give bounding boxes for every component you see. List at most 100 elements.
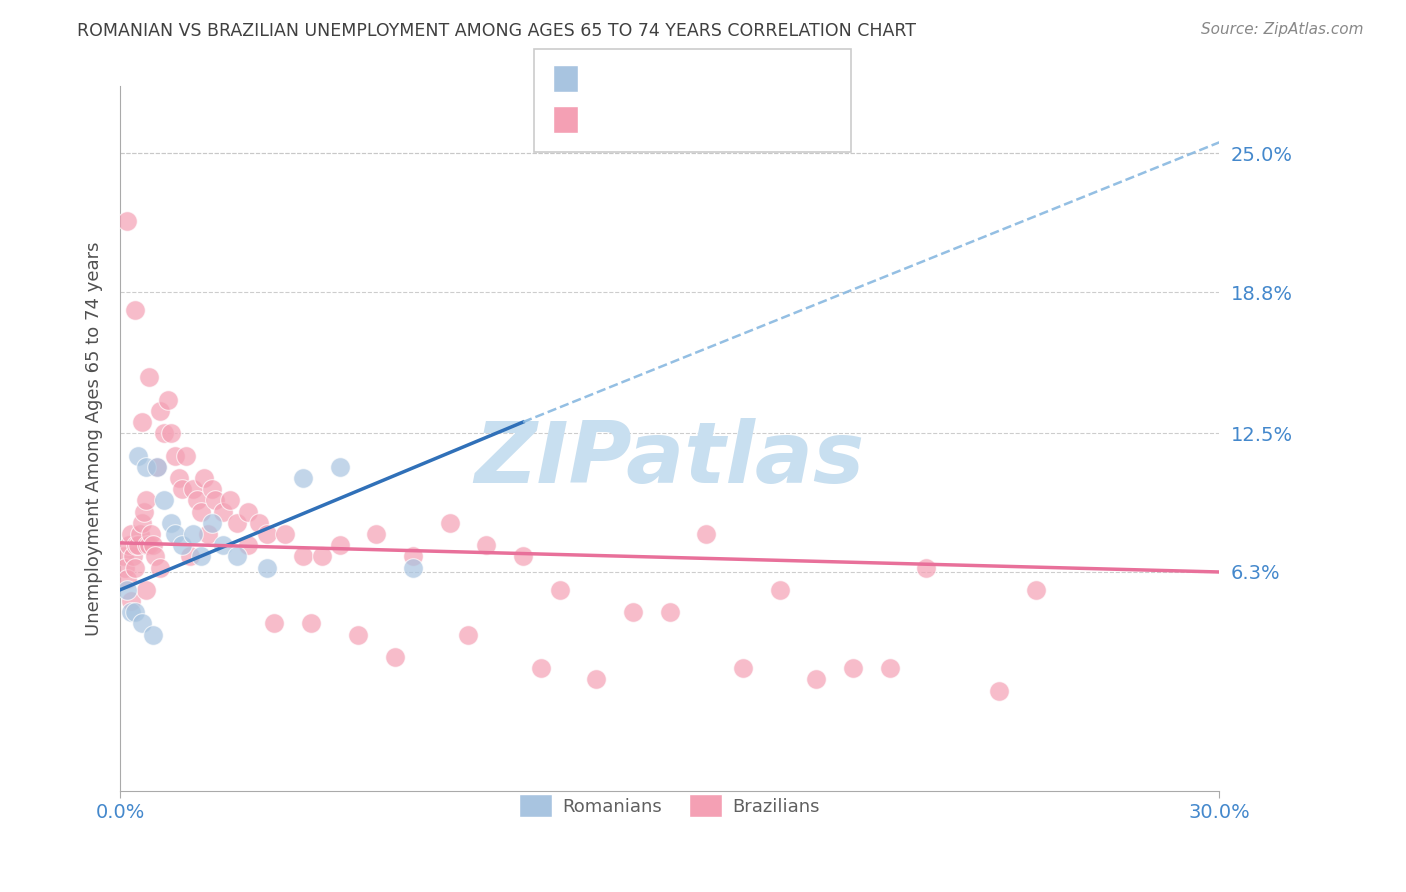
Point bbox=[127, 449, 149, 463]
Point bbox=[299, 616, 322, 631]
Text: ZIPatlas: ZIPatlas bbox=[475, 418, 865, 501]
Text: Source: ZipAtlas.com: Source: ZipAtlas.com bbox=[1201, 22, 1364, 37]
Point bbox=[117, 213, 139, 227]
Point bbox=[124, 303, 146, 318]
Point bbox=[167, 471, 190, 485]
Point bbox=[160, 426, 183, 441]
Point bbox=[915, 560, 938, 574]
Y-axis label: Unemployment Among Ages 65 to 74 years: Unemployment Among Ages 65 to 74 years bbox=[86, 242, 103, 636]
Point bbox=[204, 493, 226, 508]
Point bbox=[124, 605, 146, 619]
Point bbox=[842, 661, 865, 675]
Point bbox=[179, 549, 201, 564]
Point bbox=[186, 493, 208, 508]
Point bbox=[120, 594, 142, 608]
Point bbox=[149, 560, 172, 574]
Point bbox=[256, 527, 278, 541]
Point bbox=[132, 504, 155, 518]
Point bbox=[988, 683, 1011, 698]
Point bbox=[136, 538, 159, 552]
Point bbox=[114, 560, 136, 574]
Point bbox=[238, 538, 260, 552]
Point bbox=[585, 673, 607, 687]
Point bbox=[658, 605, 681, 619]
Point bbox=[263, 616, 285, 631]
Point bbox=[768, 582, 790, 597]
Point bbox=[402, 560, 425, 574]
Point bbox=[366, 527, 388, 541]
Point bbox=[806, 673, 828, 687]
Point bbox=[138, 370, 160, 384]
Point bbox=[347, 627, 370, 641]
Point bbox=[530, 661, 553, 675]
Point bbox=[125, 538, 148, 552]
Point bbox=[200, 482, 222, 496]
Point bbox=[163, 527, 186, 541]
Point bbox=[274, 527, 297, 541]
Point bbox=[219, 493, 242, 508]
Point bbox=[112, 549, 135, 564]
Legend: Romanians, Brazilians: Romanians, Brazilians bbox=[512, 787, 827, 824]
Point bbox=[131, 616, 153, 631]
Point bbox=[292, 549, 315, 564]
Point bbox=[121, 549, 143, 564]
Point bbox=[172, 482, 194, 496]
Point bbox=[200, 516, 222, 530]
Point bbox=[190, 549, 212, 564]
Point bbox=[512, 549, 534, 564]
Point bbox=[135, 582, 157, 597]
Point bbox=[135, 493, 157, 508]
Point bbox=[174, 449, 197, 463]
Point bbox=[190, 504, 212, 518]
Point bbox=[131, 516, 153, 530]
Point bbox=[879, 661, 901, 675]
Point bbox=[153, 426, 176, 441]
Point bbox=[139, 527, 162, 541]
Point bbox=[247, 516, 270, 530]
Point bbox=[160, 516, 183, 530]
Point bbox=[135, 459, 157, 474]
Text: ROMANIAN VS BRAZILIAN UNEMPLOYMENT AMONG AGES 65 TO 74 YEARS CORRELATION CHART: ROMANIAN VS BRAZILIAN UNEMPLOYMENT AMONG… bbox=[77, 22, 917, 40]
Point bbox=[142, 627, 165, 641]
Point bbox=[131, 415, 153, 429]
Point bbox=[226, 516, 249, 530]
Point bbox=[402, 549, 425, 564]
Point bbox=[143, 549, 166, 564]
Point bbox=[124, 560, 146, 574]
Point bbox=[311, 549, 333, 564]
Point bbox=[181, 482, 204, 496]
Point bbox=[120, 605, 142, 619]
Point bbox=[153, 493, 176, 508]
Point bbox=[329, 538, 352, 552]
Point bbox=[292, 471, 315, 485]
Point bbox=[117, 582, 139, 597]
Point bbox=[129, 527, 152, 541]
Point bbox=[156, 392, 179, 407]
Point bbox=[172, 538, 194, 552]
Point bbox=[475, 538, 498, 552]
Point bbox=[138, 538, 160, 552]
Point bbox=[117, 572, 139, 586]
Point bbox=[163, 449, 186, 463]
Point bbox=[695, 527, 717, 541]
Point bbox=[384, 650, 406, 665]
Point bbox=[548, 582, 571, 597]
Point bbox=[439, 516, 461, 530]
Point bbox=[118, 538, 141, 552]
Text: R =  0.430   N = 21: R = 0.430 N = 21 bbox=[589, 70, 765, 87]
Point bbox=[197, 527, 219, 541]
Text: R = -0.069   N = 77: R = -0.069 N = 77 bbox=[589, 111, 766, 128]
Point bbox=[142, 538, 165, 552]
Point bbox=[621, 605, 644, 619]
Point bbox=[226, 549, 249, 564]
Point bbox=[457, 627, 479, 641]
Point bbox=[256, 560, 278, 574]
Point bbox=[1025, 582, 1047, 597]
Point bbox=[127, 538, 149, 552]
Point bbox=[329, 459, 352, 474]
Point bbox=[731, 661, 754, 675]
Point bbox=[120, 527, 142, 541]
Point bbox=[211, 538, 233, 552]
Point bbox=[238, 504, 260, 518]
Point bbox=[145, 459, 167, 474]
